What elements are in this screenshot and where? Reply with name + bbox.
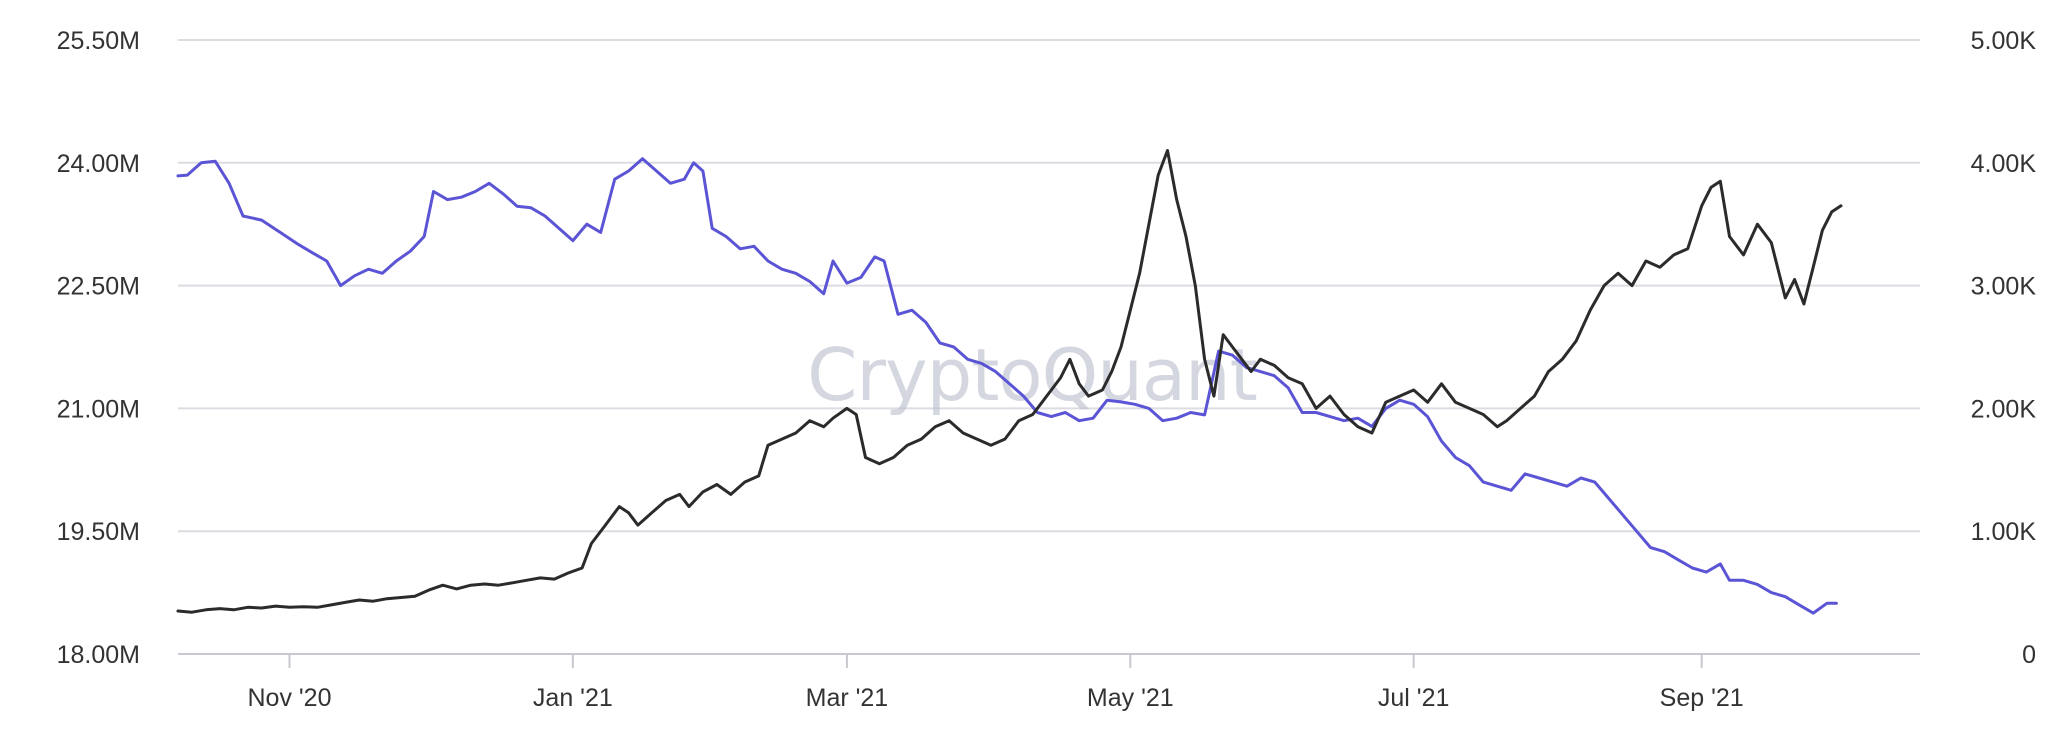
x-axis: Nov '20 Jan '21 Mar '21 May '21 Jul '21 Sep '… [247, 684, 1743, 712]
y-axis-right: 0 1.00K 2.00K 3.00K 4.00K 5.00K [1971, 27, 2037, 669]
x-tick-label: Mar '21 [806, 684, 889, 712]
x-tick-label: Sep '21 [1660, 684, 1744, 712]
y-right-tick-label: 5.00K [1971, 27, 2037, 55]
y-right-tick-label: 3.00K [1971, 273, 2037, 301]
watermark-logo: CryptoQuant [807, 333, 1257, 417]
y-left-tick-label: 19.50M [57, 518, 140, 546]
x-tick-label: Jul '21 [1378, 684, 1449, 712]
y-left-tick-label: 21.00M [57, 395, 140, 423]
series-line-left-axis [176, 157, 1838, 615]
y-left-tick-label: 18.00M [57, 641, 140, 669]
series-line-right-axis [176, 149, 1843, 614]
x-tick-label: May '21 [1087, 684, 1174, 712]
y-left-tick-label: 22.50M [57, 273, 140, 301]
x-tick-label: Jan '21 [533, 684, 613, 712]
y-left-tick-label: 25.50M [57, 27, 140, 55]
y-right-tick-label: 2.00K [1971, 395, 2037, 423]
y-right-tick-label: 4.00K [1971, 150, 2037, 178]
y-left-tick-label: 24.00M [57, 150, 140, 178]
y-right-tick-label: 0 [2022, 641, 2036, 669]
y-axis-left: 18.00M 19.50M 21.00M 22.50M 24.00M 25.50M [57, 27, 140, 669]
plot-area [176, 149, 1843, 615]
x-tick-label: Nov '20 [247, 684, 331, 712]
gridlines [178, 39, 1920, 655]
y-right-tick-label: 1.00K [1971, 518, 2037, 546]
x-axis-ticks [288, 654, 1703, 668]
